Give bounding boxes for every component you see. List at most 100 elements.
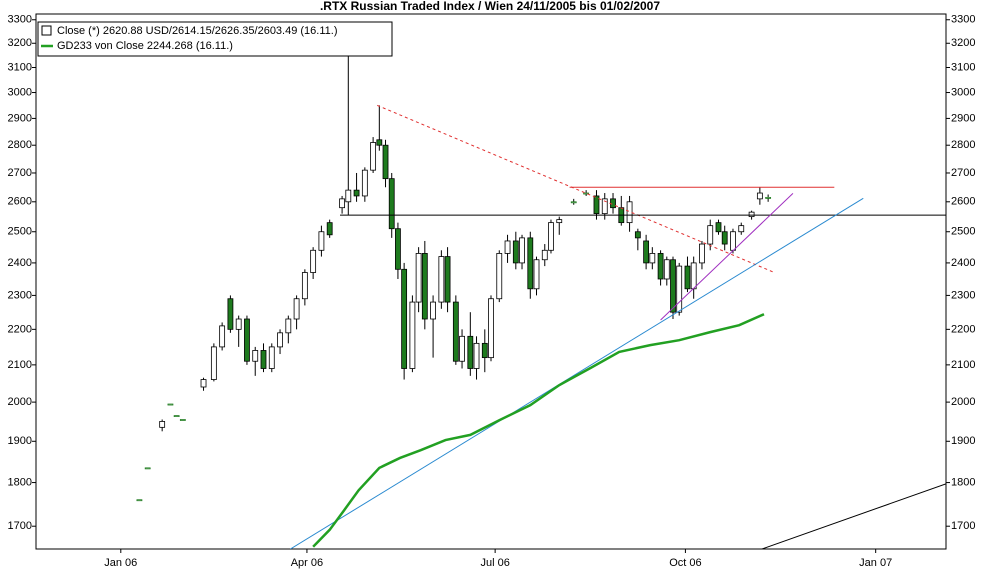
y-tick-label: 2700 — [8, 167, 32, 179]
candle-body — [200, 379, 207, 388]
candle-body — [339, 198, 345, 209]
chart-title: .RTX Russian Traded Index / Wien 24/11/2… — [320, 0, 660, 13]
candle-body — [715, 222, 722, 233]
x-tick-label: Oct 06 — [669, 557, 701, 569]
candle-body — [235, 318, 242, 330]
candle-body — [690, 262, 697, 290]
candle-body — [285, 318, 292, 334]
y2-tick-label: 2600 — [951, 196, 975, 208]
candle-body — [756, 192, 763, 200]
y2-tick-label: 2100 — [951, 359, 975, 371]
y2-tick-label: 2400 — [951, 257, 975, 269]
candle-body — [738, 225, 745, 233]
candle-body — [707, 225, 714, 245]
candle-body — [533, 259, 540, 290]
candle-body — [765, 197, 772, 199]
candle-body — [159, 421, 166, 428]
candle-body — [473, 342, 480, 369]
y-tick-label: 1700 — [8, 520, 32, 532]
candle-body — [610, 198, 616, 209]
candle-body — [301, 272, 308, 300]
candle-body — [382, 144, 389, 180]
candle-body — [277, 332, 283, 348]
candle-body — [527, 237, 534, 290]
y-tick-label: 1800 — [8, 476, 32, 488]
candle-body — [227, 298, 234, 330]
candle-body — [260, 350, 267, 369]
candle-body — [663, 259, 670, 280]
candle-body — [353, 189, 360, 197]
y-tick-label: 2000 — [8, 396, 32, 408]
candle-body — [293, 298, 300, 320]
candle-body — [268, 346, 275, 369]
legend: Close (*) 2620.88 USD/2614.15/2626.35/26… — [37, 21, 393, 57]
y-tick-label: 2500 — [8, 226, 32, 238]
y-tick-label: 3200 — [8, 37, 32, 49]
candle-body — [401, 268, 408, 369]
candle-body — [504, 240, 511, 254]
plot-area — [35, 13, 947, 550]
y-tick-label: 3100 — [8, 61, 32, 73]
y2-tick-label: 3200 — [951, 37, 975, 49]
y-tick-label: 2200 — [8, 323, 32, 335]
candle-body — [649, 253, 656, 264]
y2-tick-label: 2200 — [951, 323, 975, 335]
candle-body — [144, 467, 151, 470]
candle-body — [556, 219, 563, 224]
y-tick-label: 2400 — [8, 257, 32, 269]
candle-body — [310, 249, 317, 273]
y2-tick-label: 1700 — [951, 520, 975, 532]
candle-body — [444, 256, 451, 303]
candle-body — [318, 231, 325, 251]
candle-body — [684, 265, 691, 290]
y-tick-label: 2100 — [8, 359, 32, 371]
candle-body — [657, 253, 664, 280]
x-tick-label: Jan 06 — [104, 557, 137, 569]
candle-body — [730, 231, 736, 251]
candle-body — [167, 403, 174, 406]
candle-body — [173, 415, 180, 417]
candle-body — [481, 342, 488, 359]
x-tick-label: Jul 06 — [480, 557, 509, 569]
candle-body — [438, 256, 445, 303]
candle-body — [748, 211, 755, 218]
candle-body — [244, 318, 250, 362]
candle-body — [512, 240, 519, 264]
candle-body — [376, 139, 383, 146]
candle-body — [570, 201, 577, 204]
candle-body — [496, 253, 503, 300]
y2-tick-label: 3100 — [951, 61, 975, 73]
candle-body — [601, 198, 608, 215]
y2-tick-label: 2800 — [951, 139, 975, 151]
legend-candle-icon — [41, 25, 52, 36]
y-tick-label: 2300 — [8, 289, 32, 301]
y-tick-label: 2900 — [8, 112, 32, 124]
candle-body — [699, 243, 705, 264]
x-tick-label: Apr 06 — [291, 557, 323, 569]
candle-body — [421, 253, 428, 320]
candle-body — [388, 178, 395, 230]
candle-body — [643, 240, 650, 264]
y2-tick-label: 1900 — [951, 435, 975, 447]
y2-tick-label: 2000 — [951, 396, 975, 408]
candle-body — [345, 189, 352, 203]
y-tick-label: 2600 — [8, 196, 32, 208]
candle-body — [467, 335, 474, 369]
candle-body — [626, 201, 633, 224]
candle-body — [541, 249, 548, 261]
y2-tick-label: 2700 — [951, 167, 975, 179]
candle-body — [409, 301, 416, 369]
candle-body — [370, 142, 377, 171]
ma-line — [312, 313, 765, 548]
trend-line — [761, 483, 946, 549]
trend-line — [290, 197, 864, 549]
plot-layer — [136, 55, 946, 549]
legend-box — [37, 21, 393, 57]
y-tick-label: 1900 — [8, 435, 32, 447]
candle-body — [452, 301, 459, 362]
trend-line — [660, 192, 794, 321]
legend-label: GD233 von Close 2244.268 (16.11.) — [57, 40, 233, 52]
candle-body — [676, 265, 683, 313]
y-tick-label: 3300 — [8, 14, 32, 26]
